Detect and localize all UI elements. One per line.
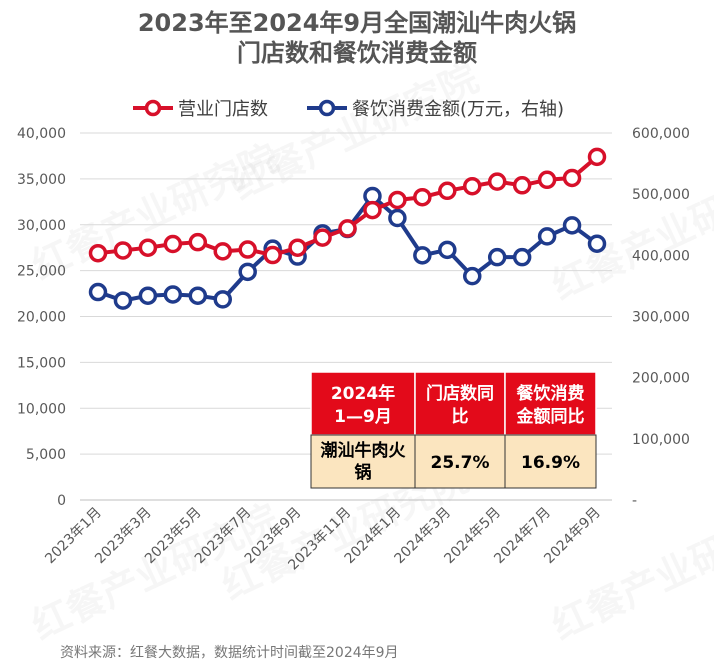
stores-series-point [438, 181, 457, 201]
table-header-cell [504, 371, 597, 436]
stores-series-point [113, 241, 133, 260]
table-header-text: 2024年 [331, 383, 395, 404]
table-header-text: 金额同比 [516, 406, 585, 427]
spending-series-point [413, 246, 432, 265]
spending-series-point [113, 291, 133, 310]
stores-series-point [188, 232, 208, 252]
y-right-tick-label: 300,000 [632, 310, 690, 326]
y-left-tick-label: 15,000 [17, 355, 66, 371]
stores-series-point [288, 238, 307, 257]
chart-title-line2: 门店数和餐饮消费金额 [237, 39, 477, 67]
spending-series-point [188, 286, 208, 305]
y-right-tick-label: 500,000 [632, 187, 690, 203]
stores-series-point [88, 243, 108, 263]
spending-series-point [163, 285, 183, 304]
y-right-tick-label: 600,000 [632, 126, 690, 142]
stores-series-point [487, 172, 507, 191]
source-note: 资料来源：红餐大数据，数据统计时间截至2024年9月 [60, 645, 399, 661]
y-right-tick-label: 100,000 [632, 432, 690, 448]
chart-title: 2023年至2024年9月全国潮汕牛肉火锅 门店数和餐饮消费金额 [0, 8, 714, 68]
y-left-tick-label: 10,000 [17, 401, 66, 417]
table-body-text: 潮汕牛肉火 [321, 440, 407, 461]
table-header-text: 1—9月 [334, 407, 392, 427]
stores-series-point [138, 238, 158, 257]
y-left-tick-label: 5,000 [26, 447, 66, 463]
y-left-tick-label: 40,000 [17, 126, 66, 142]
legend-stores-marker [144, 99, 162, 117]
spending-series-point [238, 262, 257, 282]
stores-series-point [313, 228, 332, 247]
spending-series-point [537, 227, 557, 246]
y-right-tick-label: 200,000 [632, 371, 690, 387]
spending-series-point [388, 208, 407, 228]
chart-title-line1: 2023年至2024年9月全国潮汕牛肉火锅 [137, 9, 577, 37]
y-right-tick-label: 400,000 [632, 248, 690, 264]
spending-series-point [487, 247, 507, 267]
stores-series-point [587, 147, 607, 167]
stores-series-point [238, 240, 257, 259]
table-body-cell [414, 434, 506, 489]
spending-series-point [138, 286, 158, 305]
table-header-cell [414, 371, 506, 436]
stores-series-point [537, 170, 557, 190]
stores-series-point [512, 176, 532, 195]
watermark-text: 红餐产业研究院 [545, 496, 714, 648]
y-right-tick-label: - [632, 493, 637, 509]
stores-series-point [213, 242, 232, 261]
table-header-text: 门店数同 [426, 383, 494, 404]
spending-series-point [587, 234, 607, 253]
stores-series-point [363, 200, 382, 220]
spending-series-point [463, 266, 482, 286]
legend-spending-marker [318, 99, 336, 117]
spending-series-point [562, 216, 582, 235]
y-left-tick-label: 0 [57, 493, 66, 509]
y-left-tick-label: 20,000 [17, 310, 66, 326]
table-header-cell [310, 371, 416, 436]
spending-series-point [438, 240, 457, 260]
table-body-cell [504, 434, 597, 489]
y-left-tick-label: 25,000 [17, 264, 66, 280]
spending-series-point [512, 247, 532, 267]
stores-series-point [413, 187, 432, 207]
stores-series-point [338, 219, 357, 238]
table-body-text: 锅 [355, 462, 372, 483]
spending-series-point [88, 282, 108, 302]
table-header-text: 比 [452, 406, 469, 427]
stores-series-point [388, 190, 407, 210]
y-left-tick-label: 30,000 [17, 218, 66, 234]
stores-series-point [463, 176, 482, 196]
stores-series-point [163, 234, 183, 254]
table-body-text: 25.7% [431, 453, 490, 473]
table-header-text: 餐饮消费 [517, 383, 585, 404]
stores-series-point [562, 168, 582, 188]
spending-series-point [213, 290, 232, 309]
y-left-tick-label: 35,000 [17, 172, 66, 188]
table-body-text: 16.9% [521, 453, 580, 473]
legend-stores-label: 营业门店数 [178, 99, 268, 120]
table-body-cell [310, 434, 416, 489]
legend-spending-label: 餐饮消费金额(万元，右轴) [352, 99, 564, 120]
stores-series-point [263, 245, 282, 265]
